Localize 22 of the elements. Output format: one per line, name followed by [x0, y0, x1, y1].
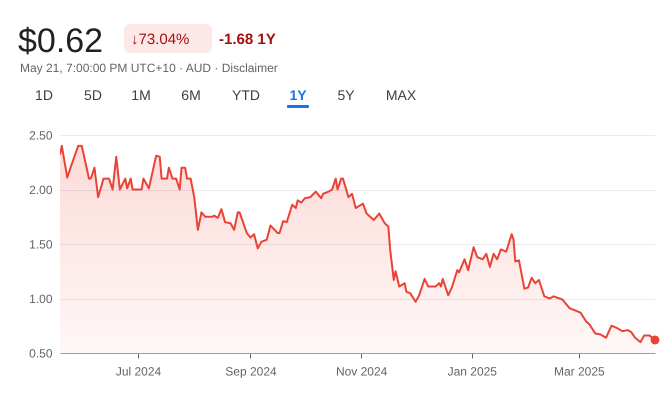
y-tick-label: 1.00 — [29, 292, 53, 306]
text: 6M — [181, 87, 201, 103]
text: -1.68 1Y — [219, 31, 276, 48]
text: YTD — [232, 87, 260, 103]
text: 1Y — [289, 87, 308, 103]
x-tick-label: Mar 2025 — [554, 364, 605, 378]
y-tick-label: 2.50 — [29, 128, 53, 142]
x-tick-label: Sep 2024 — [225, 364, 277, 378]
x-tick-label: Nov 2024 — [336, 364, 388, 378]
y-tick-label: 1.50 — [29, 238, 53, 252]
text: 1M — [131, 87, 151, 103]
text: May 21, 7:00:00 PM UTC+10 · AUD · Disclaimer — [20, 61, 278, 75]
y-tick-label: 0.50 — [29, 346, 53, 360]
text: 5D — [84, 87, 102, 103]
chart-title: $0.62 — [18, 22, 104, 60]
text: ↓73.04% — [131, 31, 190, 48]
text: MAX — [386, 87, 417, 103]
x-tick-label: Jul 2024 — [116, 364, 162, 378]
y-tick-label: 2.00 — [29, 183, 53, 197]
text: 1D — [35, 87, 53, 103]
x-tick-label: Jan 2025 — [448, 364, 498, 378]
text: 5Y — [337, 87, 356, 103]
